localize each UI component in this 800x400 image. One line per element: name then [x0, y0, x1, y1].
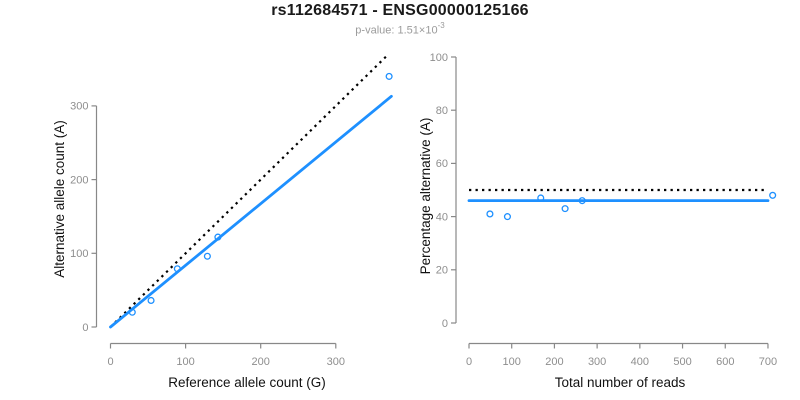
- y-tick-label: 80: [436, 105, 448, 117]
- x-tick-label: 700: [759, 356, 777, 368]
- data-points: [486, 191, 777, 221]
- y-tick-label: 20: [436, 265, 448, 277]
- y-tick-label: 300: [70, 101, 88, 113]
- data-point: [128, 308, 136, 316]
- data-point: [173, 265, 181, 273]
- y-axis-title: Percentage alternative (A): [418, 118, 433, 275]
- y-tick-label: 100: [70, 248, 88, 260]
- x-tick-label: 100: [503, 356, 521, 368]
- data-point: [385, 72, 393, 80]
- data-point: [537, 194, 545, 202]
- x-tick-label: 600: [716, 356, 734, 368]
- data-point: [203, 252, 211, 260]
- x-tick-label: 300: [327, 356, 345, 368]
- identity-line: [109, 53, 390, 328]
- data-point: [578, 197, 586, 205]
- y-axis-title: Alternative allele count (A): [52, 120, 67, 278]
- y-tick-label: 0: [442, 318, 448, 330]
- x-tick-label: 200: [252, 356, 270, 368]
- x-tick-label: 100: [176, 356, 194, 368]
- y-axis: 0 20 40 60 80 100: [430, 52, 457, 330]
- data-point: [486, 210, 494, 218]
- x-axis-title: Reference allele count (G): [168, 375, 326, 390]
- x-tick-label: 0: [466, 356, 472, 368]
- y-axis: 0 100 200 300: [70, 101, 98, 334]
- y-tick-label: 100: [430, 52, 448, 64]
- x-axis: 0 100 200 300: [107, 342, 345, 368]
- x-tick-label: 0: [107, 356, 113, 368]
- y-tick-label: 60: [436, 158, 448, 170]
- x-tick-label: 200: [545, 356, 563, 368]
- y-tick-label: 200: [70, 174, 88, 186]
- x-axis-title: Total number of reads: [555, 375, 686, 390]
- x-tick-label: 400: [631, 356, 649, 368]
- data-points: [128, 72, 393, 316]
- y-tick-label: 40: [436, 211, 448, 223]
- data-point: [147, 296, 155, 305]
- data-point: [769, 191, 777, 199]
- x-axis: 0 100 200 300 400 500 600 700: [466, 342, 777, 368]
- data-point: [561, 205, 569, 213]
- x-tick-label: 500: [673, 356, 691, 368]
- data-point: [214, 233, 222, 241]
- y-tick-label: 0: [82, 322, 88, 334]
- percentage-vs-reads-plot: 0 20 40 60 80 100 0 100 200 300 400 500 600 700 Total …: [418, 52, 777, 390]
- x-tick-label: 300: [588, 356, 606, 368]
- fit-line: [109, 94, 393, 329]
- data-point: [503, 213, 511, 221]
